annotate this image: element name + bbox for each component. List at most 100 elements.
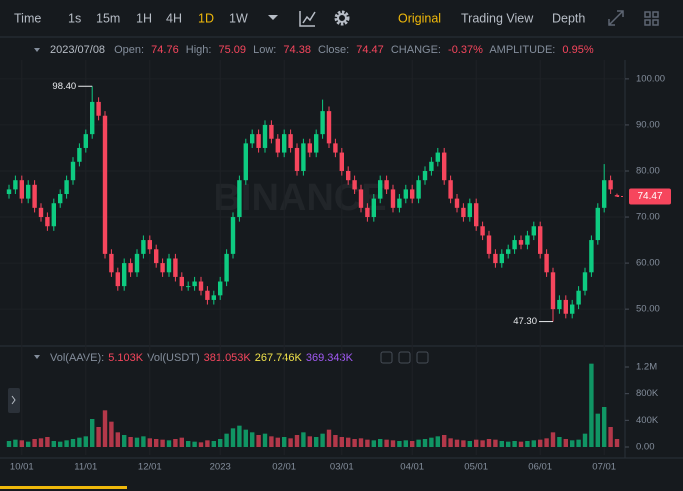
y-tick-label: 800K bbox=[636, 388, 659, 399]
candle-body bbox=[365, 207, 370, 218]
candle-body bbox=[557, 299, 562, 310]
candle-body bbox=[218, 281, 223, 296]
volume-bar bbox=[499, 441, 504, 447]
interval-tab[interactable]: 1D bbox=[198, 11, 214, 25]
open-label: Open: bbox=[114, 44, 144, 56]
change-label: CHANGE: bbox=[391, 44, 441, 56]
x-tick-label: 06/01 bbox=[528, 462, 552, 473]
volume-bar bbox=[544, 438, 549, 447]
x-tick-label: 04/01 bbox=[400, 462, 424, 473]
candle-body bbox=[480, 226, 485, 236]
interval-tab[interactable]: 1H bbox=[136, 11, 152, 25]
candle-body bbox=[371, 198, 376, 218]
volume-bar bbox=[122, 435, 127, 447]
volume-bar bbox=[45, 437, 50, 447]
candle-body bbox=[141, 240, 146, 254]
volume-bar bbox=[550, 432, 556, 447]
interval-tab[interactable]: 15m bbox=[96, 11, 120, 25]
x-tick-label: 12/01 bbox=[138, 462, 162, 473]
layout-icon[interactable] bbox=[644, 11, 659, 26]
interval-tab[interactable]: 4H bbox=[166, 11, 182, 25]
volume-bar bbox=[19, 440, 24, 447]
view-tab[interactable]: Depth bbox=[552, 11, 585, 25]
candle-body bbox=[384, 180, 389, 190]
collapse-arrow[interactable] bbox=[34, 48, 40, 52]
amplitude-value: 0.95% bbox=[562, 44, 593, 56]
candle-body bbox=[544, 253, 549, 273]
settings-icon[interactable] bbox=[334, 10, 350, 26]
volume-bar bbox=[282, 437, 287, 447]
volume-bar bbox=[416, 439, 421, 447]
max-label: 98.40 bbox=[52, 81, 76, 92]
volume-bar bbox=[173, 439, 178, 447]
min-label: 47.30 bbox=[513, 316, 537, 327]
volume-bar bbox=[454, 439, 460, 447]
side-panel-toggle[interactable] bbox=[8, 388, 20, 413]
candle-body bbox=[410, 189, 415, 199]
volume-tools[interactable] bbox=[380, 351, 429, 364]
volume-legend-item: 5.103K bbox=[108, 352, 144, 364]
candle-body bbox=[70, 161, 76, 181]
x-tick-label: 03/01 bbox=[330, 462, 354, 473]
volume-bar bbox=[224, 433, 229, 447]
ohlc-header: 2023/07/08 Open: 74.76 High: 75.09 Low: … bbox=[50, 44, 594, 56]
interval-tab[interactable]: 1s bbox=[68, 11, 81, 25]
y-tick-label: 100.00 bbox=[636, 73, 665, 84]
candle-body bbox=[403, 189, 408, 199]
volume-bar bbox=[51, 441, 56, 447]
candle-body bbox=[512, 240, 517, 250]
volume-bar bbox=[243, 429, 248, 447]
x-tick-label: 2023 bbox=[210, 462, 231, 473]
candle-body bbox=[397, 198, 402, 208]
volume-bar bbox=[576, 439, 581, 447]
volume-bar bbox=[358, 438, 364, 447]
x-tick-label: 10/01 bbox=[10, 462, 34, 473]
volume-bar bbox=[384, 439, 389, 447]
volume-bar bbox=[538, 439, 543, 447]
volume-bar bbox=[275, 437, 280, 447]
volume-bar bbox=[154, 439, 159, 447]
candle-body bbox=[13, 180, 18, 190]
candle-body bbox=[563, 299, 568, 314]
candle-body bbox=[186, 286, 191, 288]
y-tick-label: 80.00 bbox=[636, 166, 660, 177]
volume-bar bbox=[269, 436, 274, 447]
volume-bar bbox=[570, 440, 575, 447]
interval-tab[interactable]: Time bbox=[14, 11, 41, 25]
candle-body bbox=[550, 272, 556, 310]
volume-bar bbox=[237, 425, 242, 447]
candle-body bbox=[506, 249, 511, 254]
volume-bar bbox=[397, 441, 402, 447]
x-tick-label: 02/01 bbox=[272, 462, 296, 473]
candle-body bbox=[301, 143, 306, 171]
indicator-icon[interactable] bbox=[299, 11, 316, 27]
candle-body bbox=[250, 134, 255, 144]
volume-collapse-arrow[interactable] bbox=[34, 355, 40, 359]
candle-body bbox=[333, 143, 338, 153]
candle-body bbox=[6, 189, 12, 195]
view-tab[interactable]: Trading View bbox=[461, 11, 534, 25]
volume-bar bbox=[141, 436, 146, 447]
candle-body bbox=[320, 111, 325, 135]
interval-tab[interactable]: 1W bbox=[229, 11, 248, 25]
close-label: Close: bbox=[318, 44, 349, 56]
volume-bar bbox=[128, 437, 133, 447]
candle-body bbox=[576, 290, 581, 305]
x-tick-label: 05/01 bbox=[464, 462, 488, 473]
volume-bar bbox=[422, 439, 428, 447]
fullscreen-icon[interactable] bbox=[608, 10, 624, 26]
candle-body bbox=[128, 263, 133, 273]
candle-body bbox=[256, 134, 261, 148]
volume-bar bbox=[6, 441, 12, 447]
volume-bar bbox=[326, 429, 332, 447]
high-label: High: bbox=[186, 44, 212, 56]
view-tab[interactable]: Original bbox=[398, 11, 441, 25]
candle-body bbox=[45, 217, 50, 227]
volume-bar bbox=[339, 437, 344, 447]
volume-bar bbox=[77, 437, 82, 447]
candle-body bbox=[282, 134, 287, 153]
interval-dropdown[interactable] bbox=[268, 15, 278, 20]
volume-bar bbox=[390, 440, 396, 447]
volume-bar bbox=[307, 436, 312, 447]
